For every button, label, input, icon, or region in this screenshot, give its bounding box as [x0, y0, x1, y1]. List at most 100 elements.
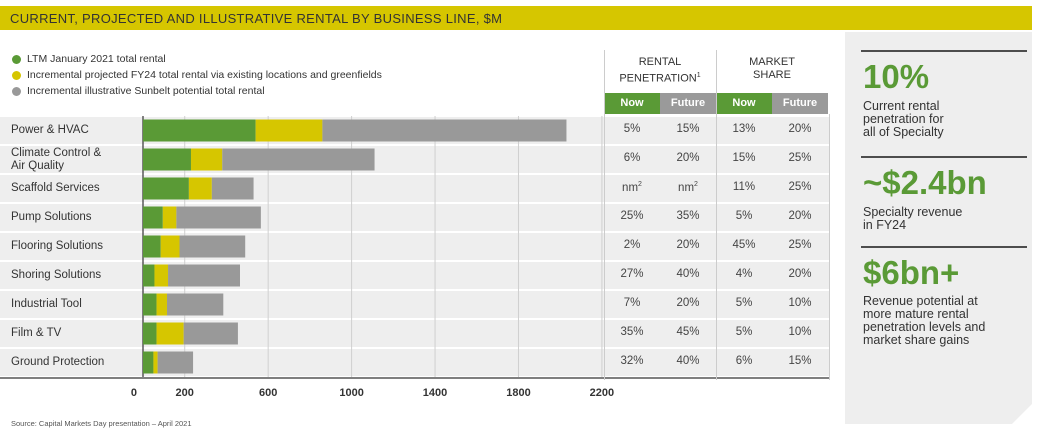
table-cell-ms-now: 15%: [732, 152, 756, 164]
x-tick-label: 1000: [339, 387, 363, 399]
stat-desc-line: in FY24: [863, 218, 907, 232]
bar-segment: [157, 351, 194, 374]
stat-desc-line: penetration for: [863, 112, 944, 126]
ms-future-header: Future: [772, 93, 828, 114]
table-cell-rp-now: 35%: [620, 326, 644, 338]
legend-swatch-yellow: [12, 71, 21, 80]
category-label: Pump Solutions: [11, 211, 92, 223]
table-cell-ms-now: 5%: [735, 326, 753, 338]
bar-segment: [160, 235, 180, 258]
bar-segment: [153, 351, 158, 374]
table-cell-ms-now: 6%: [735, 355, 753, 367]
bar-segment: [176, 206, 261, 229]
row-background: [0, 175, 830, 202]
table-cell-ms-now: 13%: [732, 123, 756, 135]
table-cell-rp-now: 5%: [623, 123, 641, 135]
stat-desc-line: penetration levels and: [863, 320, 986, 334]
rental-penetration-header-line2: PENETRATION1: [604, 69, 716, 86]
bar-segment: [190, 148, 223, 171]
panel-corner-cut: [1012, 404, 1032, 424]
table-cell-ms-now: 45%: [732, 239, 756, 251]
stat-value-penetration: 10%: [863, 58, 930, 95]
x-tick-label: 0: [131, 387, 137, 399]
bar-segment: [154, 264, 169, 287]
bar-segment: [156, 322, 184, 345]
bar-segment: [188, 177, 212, 200]
table-cell-rp-future: 35%: [676, 210, 700, 222]
row-background: [0, 291, 830, 318]
stat-value-revenue: ~$2.4bn: [863, 164, 987, 201]
legend-label: Incremental illustrative Sunbelt potenti…: [27, 85, 265, 97]
table-cell-ms-future: 25%: [788, 181, 812, 193]
row-background: [0, 262, 830, 289]
table-cell-ms-future: 20%: [788, 268, 812, 280]
category-label: Climate Control & Air Quality: [11, 146, 102, 172]
bar-segment: [143, 264, 155, 287]
table-cell-ms-future: 20%: [788, 123, 812, 135]
category-label: Flooring Solutions: [11, 240, 104, 252]
market-share-header: MARKET SHARE: [716, 56, 828, 82]
footnote-marker: 1: [696, 72, 701, 79]
rental-penetration-header: RENTAL PENETRATION1: [604, 56, 716, 86]
bar-segment: [143, 206, 163, 229]
market-share-header-line1: MARKET: [749, 56, 795, 68]
stat-desc-line: Specialty revenue: [863, 205, 963, 219]
table-cell-ms-future: 15%: [788, 355, 812, 367]
bar-segment: [322, 119, 567, 142]
x-tick-label: 1400: [423, 387, 447, 399]
category-label: Scaffold Services: [11, 182, 100, 194]
rp-future-header: Future: [660, 93, 716, 114]
table-cell-rp-now: 27%: [620, 268, 644, 280]
table-cell-rp-now: nm2: [622, 181, 642, 194]
legend-label: Incremental projected FY24 total rental …: [27, 69, 382, 81]
stat-rule-2: [861, 156, 1027, 158]
market-share-header-line2: SHARE: [753, 69, 791, 81]
stat-value-potential: $6bn+: [863, 254, 960, 291]
table-divider-left: [604, 50, 605, 380]
x-tick-label: 2200: [590, 387, 614, 399]
table-cell-rp-future: 45%: [676, 326, 700, 338]
table-cell-rp-future: 20%: [676, 297, 700, 309]
table-cell-rp-now: 2%: [623, 239, 641, 251]
legend-swatch-gray: [12, 87, 21, 96]
table-cell-rp-now: 32%: [620, 355, 644, 367]
table-cell-ms-now: 4%: [735, 268, 753, 280]
bar-segment: [143, 177, 189, 200]
category-label: Film & TV: [11, 327, 62, 339]
bar-segment: [143, 351, 154, 374]
table-cell-ms-future: 25%: [788, 239, 812, 251]
row-background: [0, 204, 830, 231]
x-tick-label: 1800: [506, 387, 530, 399]
table-cell-rp-now: 6%: [623, 152, 641, 164]
table-divider-right: [829, 114, 830, 380]
bar-segment: [166, 293, 224, 316]
category-label: Shoring Solutions: [11, 269, 102, 281]
bar-segment: [143, 148, 191, 171]
row-background: [0, 233, 830, 260]
rental-penetration-header-text: PENETRATION: [619, 72, 697, 85]
stat-desc-revenue: Specialty revenue in FY24: [863, 206, 1028, 232]
stat-desc-potential: Revenue potential at more mature rental …: [863, 295, 1028, 347]
bar-segment: [211, 177, 254, 200]
bar-segment: [162, 206, 177, 229]
stat-rule-3: [861, 246, 1027, 248]
rental-penetration-header-line1: RENTAL: [638, 56, 682, 68]
row-background: [0, 320, 830, 347]
bar-segment: [143, 119, 256, 142]
table-cell-rp-future: 20%: [676, 152, 700, 164]
stat-desc-line: all of Specialty: [863, 125, 944, 139]
table-cell-rp-future: 15%: [676, 123, 700, 135]
table-cell-ms-future: 10%: [788, 326, 812, 338]
bar-segment: [143, 293, 157, 316]
source-note: Source: Capital Markets Day presentation…: [11, 419, 192, 428]
chart-title: CURRENT, PROJECTED AND ILLUSTRATIVE RENT…: [10, 11, 503, 26]
bar-segment: [143, 235, 161, 258]
legend-swatch-green: [12, 55, 21, 64]
table-cell-rp-future: 40%: [676, 355, 700, 367]
category-label: Industrial Tool: [11, 298, 82, 310]
row-background: [0, 349, 830, 376]
bar-segment: [168, 264, 240, 287]
category-label: Ground Protection: [11, 356, 105, 368]
table-cell-rp-future: 20%: [676, 239, 700, 251]
